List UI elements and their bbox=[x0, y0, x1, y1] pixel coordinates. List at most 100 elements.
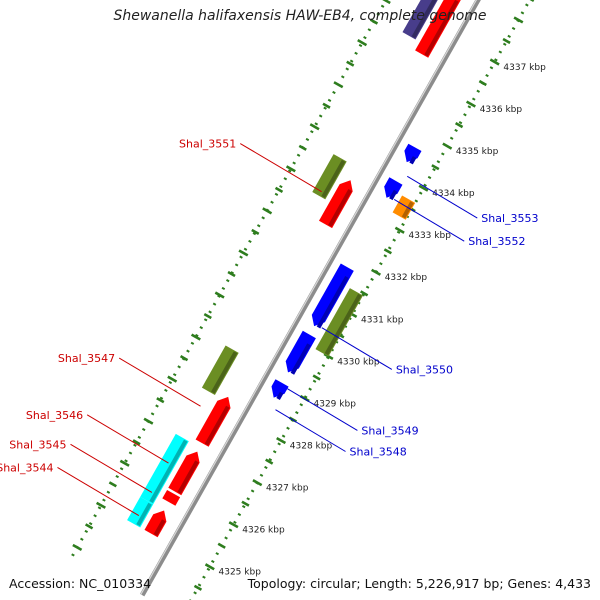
genome-backbone-highlight bbox=[140, 0, 477, 595]
outer-scale-ring-tick bbox=[179, 355, 189, 362]
outer-scale-ring-tick bbox=[298, 144, 307, 151]
scale-tick-label: 4331 kbp bbox=[361, 315, 404, 325]
gene-feature-shade bbox=[411, 0, 437, 39]
gene-feature-shade bbox=[290, 343, 311, 375]
gene-label: Shal_3548 bbox=[350, 445, 407, 458]
inner-scale-ring-tick bbox=[431, 164, 440, 171]
gene-feature bbox=[195, 396, 231, 447]
scale-tick-label: 4333 kbp bbox=[409, 231, 452, 241]
gene-feature bbox=[319, 180, 353, 229]
outer-scale-ring-tick bbox=[369, 18, 379, 25]
outer-scale-ring-tick bbox=[357, 39, 368, 47]
inner-scale-ring-tick bbox=[312, 374, 321, 381]
accession-text: Accession: NC_010334 bbox=[9, 576, 152, 591]
gene-label: Shal_3544 bbox=[0, 461, 53, 474]
scale-tick-label: 4326 kbp bbox=[242, 526, 285, 536]
inner-scale-ring-tick bbox=[502, 37, 511, 45]
gene-feature-shade bbox=[153, 519, 166, 536]
inner-scale-ring-tick bbox=[442, 142, 453, 150]
scale-tick-label: 4335 kbp bbox=[456, 147, 499, 157]
gene-feature bbox=[162, 490, 181, 506]
inner-scale-ring-tick bbox=[204, 563, 215, 571]
inner-scale-ring-tick bbox=[465, 100, 476, 108]
genome-title: Shewanella halifaxensis HAW-EB4, complet… bbox=[113, 8, 487, 24]
gene-label: Shal_3551 bbox=[179, 138, 236, 151]
scale-tick-label: 4330 kbp bbox=[337, 357, 380, 367]
gene-feature bbox=[168, 451, 200, 496]
gene-label: Shal_3545 bbox=[9, 438, 66, 451]
inner-scale-ring-tick bbox=[265, 458, 274, 465]
gene-label-leader bbox=[240, 143, 322, 193]
inner-scale-ring-tick bbox=[193, 584, 203, 591]
inner-scale-ring-tick bbox=[276, 436, 287, 445]
gene-feature bbox=[140, 433, 189, 505]
gene-label: Shal_3549 bbox=[361, 424, 418, 437]
outer-scale-ring-tick bbox=[190, 333, 201, 341]
inner-scale-ring-tick bbox=[228, 521, 239, 529]
gene-feature-shade bbox=[424, 0, 459, 57]
scale-tick-label: 4325 kbp bbox=[219, 568, 262, 578]
scale-tick-label: 4332 kbp bbox=[385, 273, 428, 283]
inner-scale-ring-tick bbox=[360, 290, 369, 297]
inner-scale-ring-tick bbox=[383, 248, 393, 255]
gene-label-leader bbox=[393, 198, 465, 242]
gene-label: Shal_3550 bbox=[396, 363, 453, 376]
gene-feature-shade bbox=[316, 276, 349, 329]
scale-tick-label: 4337 kbp bbox=[503, 63, 546, 73]
outer-scale-ring-tick bbox=[346, 60, 355, 67]
outer-scale-ring-tick bbox=[238, 249, 249, 257]
genome-backbone bbox=[139, 0, 481, 597]
outer-scale-ring-tick bbox=[203, 312, 212, 320]
outer-scale-ring-tick bbox=[309, 123, 320, 131]
inner-scale-ring-tick bbox=[217, 542, 226, 549]
scale-tick-label: 4329 kbp bbox=[314, 399, 357, 409]
gene-feature-shade bbox=[211, 351, 238, 394]
gene-feature-shade bbox=[136, 502, 152, 527]
gene-feature-shade bbox=[149, 439, 188, 503]
outer-scale-ring-tick bbox=[95, 501, 106, 509]
outer-scale-ring-tick bbox=[227, 270, 236, 278]
outer-scale-ring-tick bbox=[333, 81, 344, 89]
outer-scale-ring-tick bbox=[156, 397, 165, 404]
inner-scale-ring-tick bbox=[478, 79, 487, 87]
gene-feature-shade bbox=[328, 189, 352, 227]
gene-feature-shade bbox=[409, 156, 417, 165]
gene-feature bbox=[271, 379, 289, 398]
gene-label-leader bbox=[321, 327, 393, 370]
gene-label-leader bbox=[57, 467, 140, 517]
outer-scale-ring-tick bbox=[108, 481, 117, 488]
scale-tick-label: 4328 kbp bbox=[290, 442, 333, 452]
scale-tick-label: 4334 kbp bbox=[432, 189, 475, 199]
gene-label: Shal_3546 bbox=[26, 409, 83, 422]
inner-scale-ring-tick bbox=[418, 184, 429, 192]
gene-feature-shade bbox=[324, 293, 362, 356]
topology-text: Topology: circular; Length: 5,226,917 bp… bbox=[247, 576, 591, 591]
inner-scale-ring-tick bbox=[489, 58, 500, 66]
gene-feature bbox=[312, 154, 347, 200]
outer-scale-ring-tick bbox=[84, 523, 94, 530]
gene-feature-shade bbox=[321, 159, 346, 199]
inner-scale-ring-tick bbox=[252, 479, 263, 487]
outer-scale-ring-tick bbox=[119, 459, 130, 467]
outer-scale-ring bbox=[71, 0, 388, 557]
outer-scale-ring-tick bbox=[132, 439, 141, 446]
gene-feature bbox=[144, 510, 167, 538]
gene-feature bbox=[384, 177, 403, 198]
gene-feature bbox=[127, 496, 154, 528]
gene-feature-shade bbox=[389, 189, 398, 201]
gene-label-leader bbox=[118, 357, 201, 407]
gene-feature bbox=[404, 143, 422, 163]
inner-scale-ring-tick bbox=[529, 0, 535, 3]
scale-tick-label: 4336 kbp bbox=[480, 105, 523, 115]
outer-scale-ring-tick bbox=[251, 228, 260, 236]
gene-feature-shade bbox=[204, 405, 230, 446]
inner-scale-ring-tick bbox=[513, 16, 524, 24]
gene-label-leader bbox=[407, 175, 478, 219]
gene-label-leader bbox=[70, 443, 153, 493]
gene-feature-shade bbox=[401, 201, 414, 219]
gene-label-leader bbox=[86, 414, 169, 464]
outer-scale-ring-tick bbox=[167, 375, 178, 383]
gene-label: Shal_3547 bbox=[58, 352, 115, 365]
gene-label-leader bbox=[287, 388, 358, 431]
